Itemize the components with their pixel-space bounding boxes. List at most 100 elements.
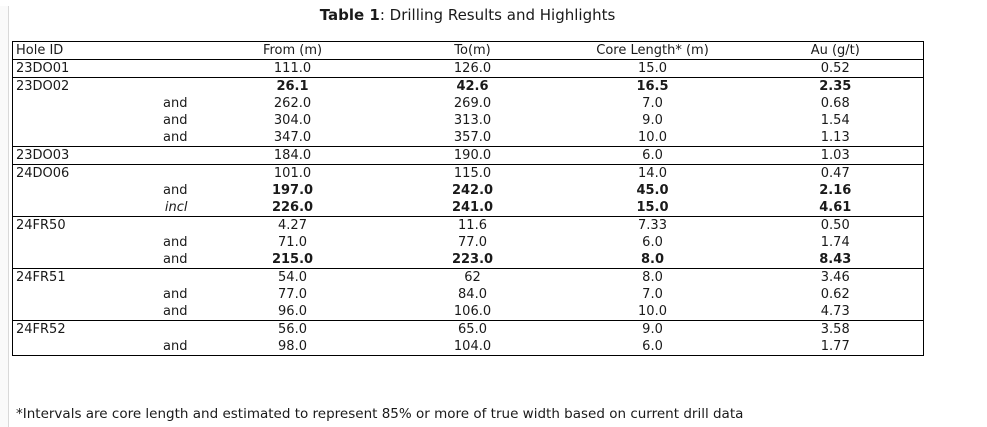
cell-au: 3.58 <box>820 322 850 337</box>
cell-hole-id <box>13 112 103 129</box>
cell-to: 223.0 <box>451 252 494 267</box>
cell-hole-id: 24DO06 <box>16 166 70 181</box>
cell-to: 42.6 <box>456 79 489 94</box>
table-row: and 98.0 104.0 6.0 1.77 <box>13 338 924 356</box>
cell-hole-id <box>13 234 103 251</box>
cell-core-length: 9.0 <box>642 322 663 337</box>
table-row: and 96.0 106.0 10.0 4.73 <box>13 303 924 321</box>
cell-qualifier: and <box>163 183 188 198</box>
cell-core-length: 14.0 <box>638 166 667 181</box>
cell-core-length: 7.33 <box>638 218 667 233</box>
cell-qualifier: incl <box>164 200 188 215</box>
table-row: and 71.0 77.0 6.0 1.74 <box>13 234 924 251</box>
cell-from: 98.0 <box>278 339 307 354</box>
table-row: and 77.0 84.0 7.0 0.62 <box>13 286 924 303</box>
cell-au: 4.61 <box>819 200 852 215</box>
cell-au: 0.52 <box>820 61 850 76</box>
cell-au: 4.73 <box>820 304 850 319</box>
cell-from: 111.0 <box>273 61 312 76</box>
cell-qualifier <box>103 78 198 96</box>
cell-qualifier <box>103 165 198 183</box>
table-row: 24DO06 101.0 115.0 14.0 0.47 <box>12 164 924 183</box>
header-to: To(m) <box>454 43 491 58</box>
cell-hole-id: 23DO02 <box>16 79 70 94</box>
cell-core-length: 10.0 <box>638 304 667 319</box>
cell-au: 1.03 <box>820 148 850 163</box>
cell-au: 0.50 <box>820 218 850 233</box>
cell-core-length: 6.0 <box>642 235 663 250</box>
table-body: 23DO01 111.0 126.0 15.0 0.52 23DO02 26.1 42.6 16… <box>12 59 924 356</box>
cell-qualifier: and <box>163 113 188 128</box>
cell-hole-id <box>13 303 103 321</box>
cell-to: 62 <box>464 270 481 285</box>
footnote: *Intervals are core length and estimated… <box>16 406 744 422</box>
cell-to: 77.0 <box>458 235 487 250</box>
page-gutter <box>0 6 9 427</box>
cell-from: 77.0 <box>278 287 307 302</box>
cell-core-length: 9.0 <box>642 113 663 128</box>
cell-hole-id <box>13 251 103 269</box>
cell-hole-id <box>13 129 103 147</box>
cell-from: 226.0 <box>271 200 314 215</box>
cell-core-length: 15.0 <box>638 61 667 76</box>
table-row: 24FR50 4.27 11.6 7.33 0.50 <box>12 216 924 235</box>
cell-qualifier: and <box>163 130 188 145</box>
cell-from: 184.0 <box>273 148 312 163</box>
cell-from: 215.0 <box>271 252 314 267</box>
cell-to: 241.0 <box>451 200 494 215</box>
table-row: and 262.0 269.0 7.0 0.68 <box>13 95 924 112</box>
cell-hole-id: 24FR52 <box>16 322 66 337</box>
cell-au: 0.68 <box>820 96 850 111</box>
table-row: and 215.0 223.0 8.0 8.43 <box>13 251 924 269</box>
table-row: and 197.0 242.0 45.0 2.16 <box>13 182 924 199</box>
cell-core-length: 7.0 <box>642 287 663 302</box>
cell-to: 115.0 <box>453 166 492 181</box>
cell-au: 1.77 <box>820 339 850 354</box>
table-row: 23DO03 184.0 190.0 6.0 1.03 <box>12 146 924 165</box>
cell-to: 104.0 <box>453 339 492 354</box>
cell-qualifier <box>103 60 198 78</box>
cell-au: 2.35 <box>819 79 852 94</box>
drilling-results-table: Hole ID From (m) To(m) Core Length* (m) … <box>12 41 925 356</box>
cell-au: 1.13 <box>820 130 850 145</box>
table-title: Table 1: Drilling Results and Highlights <box>12 6 923 24</box>
cell-core-length: 8.0 <box>641 252 665 267</box>
cell-from: 304.0 <box>273 113 312 128</box>
cell-to: 84.0 <box>458 287 487 302</box>
cell-from: 197.0 <box>271 183 314 198</box>
cell-to: 269.0 <box>453 96 492 111</box>
cell-au: 3.46 <box>820 270 850 285</box>
cell-to: 65.0 <box>458 322 487 337</box>
table-row: 24FR51 54.0 62 8.0 3.46 <box>12 268 924 287</box>
cell-from: 96.0 <box>278 304 307 319</box>
cell-hole-id: 23DO01 <box>16 61 70 76</box>
cell-qualifier: and <box>163 96 188 111</box>
cell-qualifier <box>103 269 198 287</box>
header-au: Au (g/t) <box>810 43 860 58</box>
cell-to: 126.0 <box>453 61 492 76</box>
cell-core-length: 7.0 <box>642 96 663 111</box>
cell-from: 54.0 <box>278 270 307 285</box>
cell-from: 262.0 <box>273 96 312 111</box>
table-title-label: Table 1 <box>319 6 380 24</box>
cell-core-length: 8.0 <box>642 270 663 285</box>
cell-from: 347.0 <box>273 130 312 145</box>
cell-qualifier <box>103 217 198 235</box>
cell-qualifier <box>103 321 198 339</box>
cell-hole-id <box>13 199 103 217</box>
cell-au: 2.16 <box>819 183 852 198</box>
cell-to: 11.6 <box>458 218 487 233</box>
table-row: 24FR52 56.0 65.0 9.0 3.58 <box>12 320 924 339</box>
cell-to: 357.0 <box>453 130 492 145</box>
cell-core-length: 15.0 <box>636 200 669 215</box>
cell-hole-id: 24FR50 <box>16 218 66 233</box>
cell-au: 0.47 <box>820 166 850 181</box>
header-from: From (m) <box>262 43 323 58</box>
table-row: 23DO01 111.0 126.0 15.0 0.52 <box>12 59 924 78</box>
cell-qualifier: and <box>163 235 188 250</box>
cell-core-length: 6.0 <box>642 339 663 354</box>
cell-qualifier: and <box>163 304 188 319</box>
cell-to: 313.0 <box>453 113 492 128</box>
cell-hole-id <box>13 338 103 356</box>
cell-to: 242.0 <box>451 183 494 198</box>
